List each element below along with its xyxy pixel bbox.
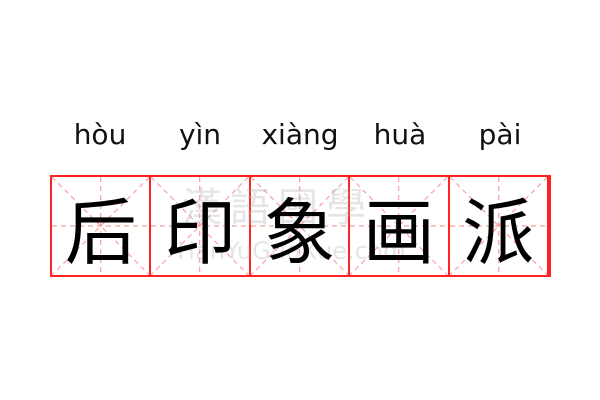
- char-cell: 象: [251, 177, 351, 275]
- character: 印: [164, 190, 237, 275]
- char-cell: 后: [52, 177, 152, 275]
- character: 派: [462, 190, 535, 275]
- guide-lines: [151, 177, 248, 275]
- character: 后: [64, 190, 137, 275]
- character: 画: [362, 190, 435, 275]
- character: 象: [263, 190, 336, 275]
- pinyin-5: pài: [478, 118, 522, 151]
- watermark-url: HanYuGuoXue.com: [177, 237, 406, 265]
- guide-lines: [450, 177, 547, 275]
- guide-lines: [350, 177, 447, 275]
- pinyin-1: hòu: [73, 118, 127, 151]
- pinyin-3: xiàng: [261, 118, 339, 151]
- character-grid: 后 印 象 画 派 漢語國學 HanYuGuoXue.com: [50, 175, 551, 277]
- guide-lines: [251, 177, 348, 275]
- pinyin-4: huà: [373, 118, 427, 151]
- char-cell: 派: [450, 177, 549, 275]
- char-cell: 印: [151, 177, 251, 275]
- char-cell: 画: [350, 177, 450, 275]
- watermark-logo: 漢語國學: [182, 185, 374, 231]
- guide-lines: [52, 177, 149, 275]
- pinyin-2: yìn: [178, 118, 222, 151]
